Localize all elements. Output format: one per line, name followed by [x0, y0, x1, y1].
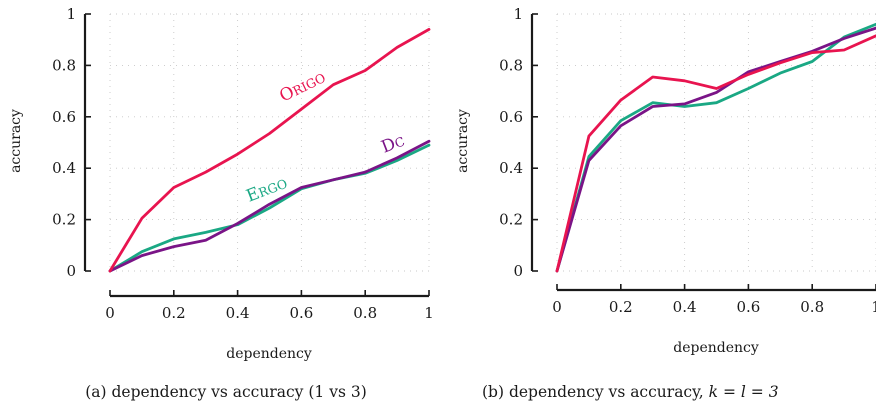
chart-b-ticks: 0 0.2 0.4 0.6 0.8 1 0 0.2 0.4 0.6 0.8 1: [499, 5, 876, 316]
chart-b-ylabel: accuracy: [455, 109, 471, 173]
chart-b-xtick-label-4: 0.8: [800, 298, 824, 316]
chart-b-ytick-label-1: 0.2: [499, 211, 523, 229]
chart-b-xtick-label-0: 0: [552, 298, 562, 316]
chart-a-xtick-label-2: 0.4: [226, 304, 250, 322]
chart-a-series-origo: [108, 27, 431, 273]
chart-a-xtick-label-3: 0.6: [289, 304, 313, 322]
chart-a-xtick-label-1: 0.2: [162, 304, 186, 322]
chart-b-xtick-label-5: 1: [871, 298, 876, 316]
chart-b-caption-text: (b) dependency vs accuracy,: [482, 383, 709, 401]
chart-a-ytick-label-3: 0.6: [52, 108, 76, 126]
chart-a-series-dc: [108, 139, 431, 273]
chart-a-xtick-label-4: 0.8: [353, 304, 377, 322]
chart-b-ytick-label-5: 1: [513, 5, 523, 23]
chart-b-grid: [556, 13, 876, 272]
chart-b: 0 0.2 0.4 0.6 0.8 1 0 0.2 0.4 0.6 0.8 1 accuracy de…: [455, 5, 876, 401]
chart-a-xtick-label-5: 1: [424, 304, 434, 322]
chart-a-axes: [83, 14, 429, 298]
chart-a-caption: (a) dependency vs accuracy (1 vs 3): [85, 383, 367, 401]
chart-a-ytick-label-0: 0: [66, 262, 76, 280]
series-label-origo: ORIGO: [276, 67, 328, 106]
chart-b-series-dc: [555, 26, 876, 273]
chart-a-grid: [109, 13, 430, 272]
chart-b-ytick-label-3: 0.6: [499, 108, 523, 126]
chart-a-ylabel: accuracy: [8, 109, 24, 173]
chart-b-xtick-label-2: 0.4: [673, 298, 697, 316]
chart-b-xlabel: dependency: [673, 340, 759, 356]
series-label-ergo: ERGO: [244, 173, 290, 207]
chart-a: 0 0.2 0.4 0.6 0.8 1 0 0.2 0.4 0.6 0.8 1 accuracy de…: [8, 5, 434, 401]
chart-b-ytick-label-2: 0.4: [499, 159, 523, 177]
chart-b-ytick-label-4: 0.8: [499, 56, 523, 74]
series-label-dc-main: D: [379, 134, 399, 158]
chart-a-ytick-label-1: 0.2: [52, 211, 76, 229]
chart-b-ytick-label-0: 0: [513, 262, 523, 280]
chart-a-ticks: 0 0.2 0.4 0.6 0.8 1 0 0.2 0.4 0.6 0.8 1: [52, 5, 434, 322]
chart-a-ytick-label-4: 0.8: [52, 56, 76, 74]
chart-a-xlabel: dependency: [226, 346, 312, 362]
chart-b-xtick-label-3: 0.6: [736, 298, 760, 316]
chart-a-xtick-label-0: 0: [105, 304, 115, 322]
chart-b-caption-math: k = l = 3: [709, 383, 779, 401]
chart-a-series-ergo: [108, 143, 431, 273]
chart-a-ytick-label-2: 0.4: [52, 159, 76, 177]
chart-b-series-ergo: [555, 22, 876, 273]
chart-b-series-origo: [555, 34, 876, 273]
chart-b-series: [555, 22, 876, 273]
chart-b-caption: (b) dependency vs accuracy, k = l = 3: [482, 383, 779, 401]
chart-b-xtick-label-1: 0.2: [609, 298, 633, 316]
chart-b-axes: [530, 14, 876, 292]
chart-a-ytick-label-5: 1: [66, 5, 76, 23]
chart-a-series: [108, 27, 431, 273]
